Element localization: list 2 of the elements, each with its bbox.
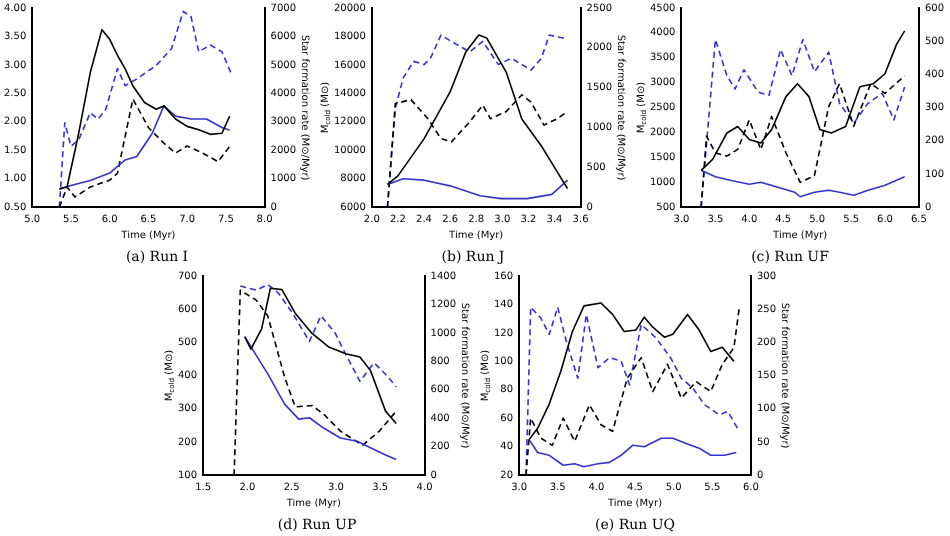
line-series (239, 283, 397, 388)
line-series (58, 10, 233, 208)
